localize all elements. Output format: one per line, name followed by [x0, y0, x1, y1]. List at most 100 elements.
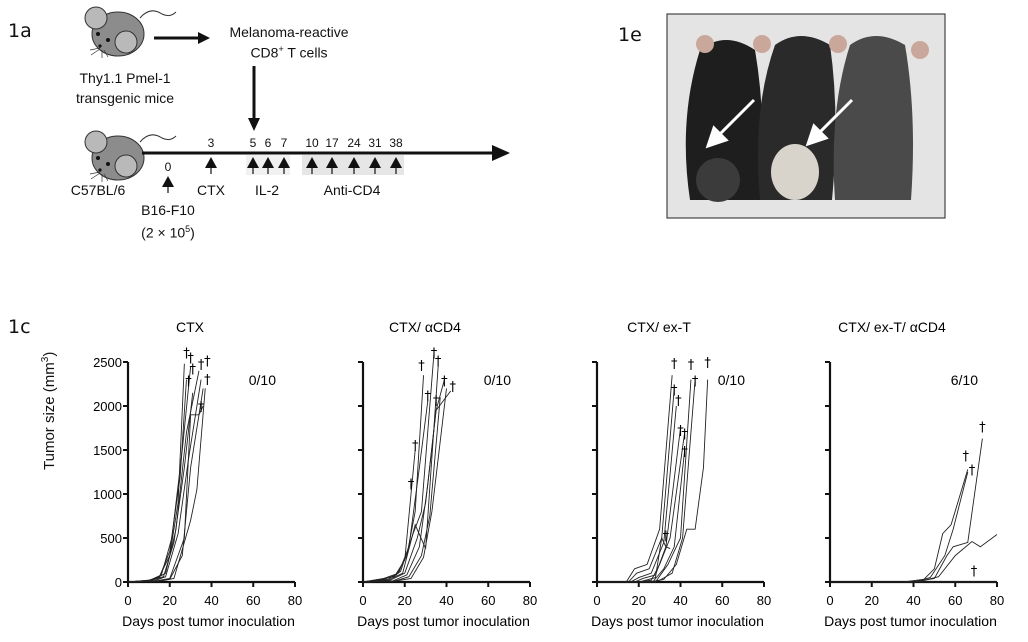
chart-panel-2: CTX/ αCD4 0/10 0 20 40 60 80 Days post tumor in… — [357, 319, 537, 629]
arrow-head — [278, 157, 290, 168]
death-dagger-marker: † — [187, 352, 194, 367]
tumor-growth-curve — [127, 405, 204, 583]
tumor-growth-curve — [362, 449, 416, 583]
death-dagger-marker: † — [441, 375, 448, 390]
anticd4-label: Anti-CD4 — [323, 182, 381, 198]
death-dagger-marker: † — [681, 445, 688, 460]
day-label: 3 — [207, 136, 215, 150]
x-tick-label: 20 — [163, 593, 177, 608]
death-dagger-marker: † — [433, 394, 440, 409]
il2-label: IL-2 — [254, 182, 280, 198]
death-dagger-marker: † — [677, 424, 684, 439]
death-dagger-marker: † — [692, 375, 699, 390]
chart-panel-1: CTX 0/10 0 20 40 60 80 0 500 1000 1500 2000 2500 Days… — [93, 319, 302, 629]
ctx-label: CTX — [197, 182, 225, 198]
death-dagger-marker: † — [418, 359, 425, 374]
tumor-growth-curve — [127, 388, 204, 583]
x-tick-label: 80 — [990, 593, 1004, 608]
arrow-down-icon — [248, 66, 260, 131]
arrow-up-icon — [390, 157, 402, 174]
day-label: 24 — [347, 136, 361, 150]
death-dagger-marker: † — [671, 383, 678, 398]
day-label: 17 — [325, 136, 339, 150]
y-tick-label: 2000 — [93, 399, 122, 414]
x-axis-label: Days post tumor inoculation — [122, 613, 295, 629]
arrow-head — [348, 157, 360, 168]
y-tick-label: 1000 — [93, 487, 122, 502]
x-axis-label: Days post tumor inoculation — [591, 613, 764, 629]
y-axis-label: Tumor size (mm3) — [40, 351, 58, 470]
death-dagger-marker: † — [408, 478, 415, 493]
y-tick-label: 500 — [100, 531, 122, 546]
host-label: C57BL/6 — [70, 182, 126, 198]
tumor-growth-curve — [127, 392, 194, 583]
death-dagger-marker: † — [183, 346, 190, 361]
arrow-head — [262, 157, 274, 168]
tumor-growth-curve — [362, 379, 445, 583]
tumor-growth-curve — [362, 353, 435, 583]
tumor-growth-curve — [362, 388, 447, 583]
x-tick-label: 40 — [204, 593, 218, 608]
day-label: 31 — [368, 136, 382, 150]
x-tick-label: 40 — [439, 593, 453, 608]
inoculation-day: 0 — [164, 160, 172, 174]
tumor-growth-curve — [597, 427, 681, 583]
death-dagger-marker: † — [450, 380, 457, 395]
y-tick-label: 0 — [115, 575, 122, 590]
mice-photo — [666, 13, 946, 219]
tumor-growth-curve — [127, 379, 187, 583]
x-tick-label: 80 — [523, 593, 537, 608]
schematic-diagram — [84, 6, 946, 219]
x-tick-label: 0 — [359, 593, 366, 608]
timeline-arrow — [142, 145, 510, 161]
arrow-up-icon — [348, 157, 360, 174]
x-tick-label: 40 — [906, 593, 920, 608]
donor-label-2: transgenic mice — [75, 90, 175, 106]
arrow-head — [162, 176, 174, 187]
panel-label-1a: 1a — [8, 20, 32, 42]
tumor-growth-curve — [127, 379, 202, 583]
death-dagger-marker: † — [185, 375, 192, 390]
x-tick-label: 40 — [673, 593, 687, 608]
arrow-up-icon — [306, 157, 318, 174]
chart-panel-4: CTX/ ex-T/ αCD4 6/10 0 20 40 60 80 Days post tu… — [824, 319, 1004, 629]
arrow-head — [247, 157, 259, 168]
tumor-growth-curve — [362, 375, 424, 583]
tumor-growth-curve — [597, 405, 677, 583]
death-dagger-marker: † — [189, 362, 196, 377]
x-tick-label: 0 — [826, 593, 833, 608]
x-tick-label: 20 — [398, 593, 412, 608]
x-axis-label: Days post tumor inoculation — [824, 613, 997, 629]
panel-label-1e: 1e — [618, 24, 642, 46]
survival-fraction: 0/10 — [718, 372, 745, 388]
panel-label-1c: 1c — [8, 316, 31, 338]
death-dagger-marker: † — [204, 373, 211, 388]
x-tick-label: 20 — [632, 593, 646, 608]
tumor-growth-curve — [597, 379, 692, 583]
arrow-up-icon — [162, 176, 174, 193]
tumor-growth-curve — [597, 449, 686, 583]
arrow-up-icon — [262, 157, 274, 174]
day-label: 7 — [280, 136, 288, 150]
death-dagger-marker: † — [969, 463, 976, 478]
arrow-head — [390, 157, 402, 168]
cells-label-2: CD8+ T cells — [250, 44, 328, 61]
death-dagger-marker: † — [431, 346, 438, 361]
day-label: 10 — [305, 136, 319, 150]
tumor-growth-curve — [830, 469, 969, 583]
tumor-growth-curve — [597, 536, 671, 583]
chart-title: CTX/ αCD4 — [389, 319, 461, 335]
inoculation-label: B16-F10 — [141, 202, 195, 218]
x-tick-label: 0 — [593, 593, 600, 608]
chart-title: CTX/ ex-T — [627, 319, 691, 335]
death-dagger-marker: † — [435, 354, 442, 369]
arrow-icon — [705, 98, 854, 149]
inoculation-dose: (2 × 105) — [141, 224, 195, 241]
death-dagger-marker: † — [671, 357, 678, 372]
tumor-growth-curve — [597, 375, 673, 583]
x-tick-label: 80 — [757, 593, 771, 608]
survival-fraction: 0/10 — [249, 372, 276, 388]
tumor-growth-curve — [127, 388, 206, 583]
day-label: 38 — [389, 136, 403, 150]
chart-title: CTX/ ex-T/ αCD4 — [838, 319, 946, 335]
